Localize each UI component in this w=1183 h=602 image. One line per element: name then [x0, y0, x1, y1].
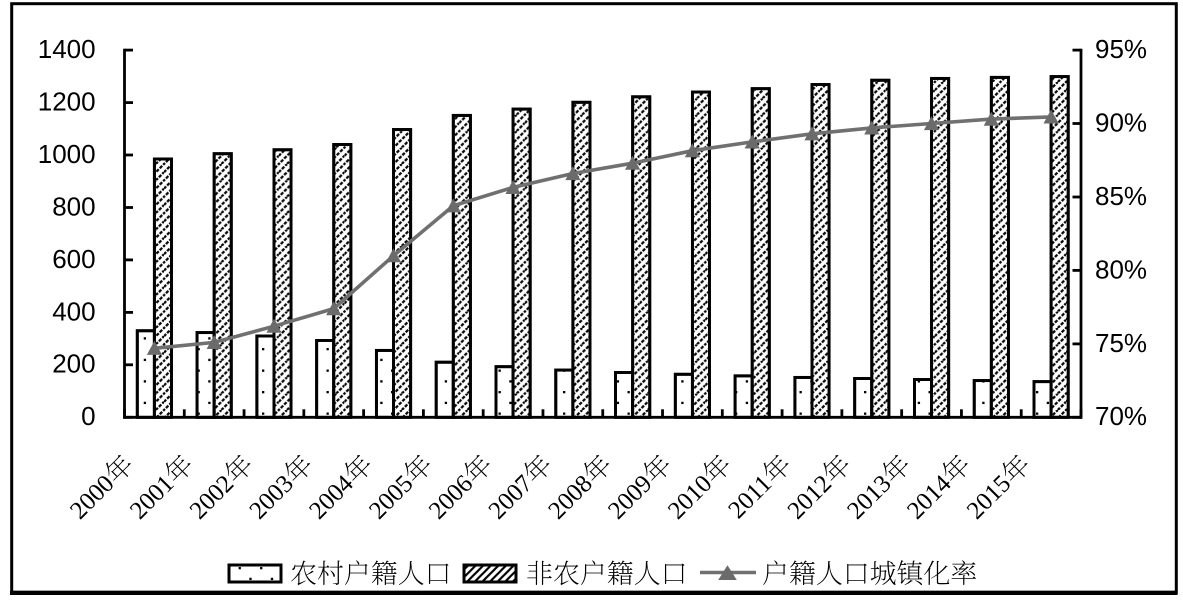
svg-text:75%: 75%	[1095, 328, 1147, 358]
svg-text:90%: 90%	[1095, 107, 1147, 137]
svg-text:1400: 1400	[38, 34, 96, 64]
svg-text:80%: 80%	[1095, 254, 1147, 284]
svg-text:85%: 85%	[1095, 181, 1147, 211]
svg-text:70%: 70%	[1095, 401, 1147, 431]
svg-text:600: 600	[52, 244, 95, 274]
svg-text:0: 0	[81, 401, 95, 431]
svg-text:95%: 95%	[1095, 34, 1147, 64]
svg-text:800: 800	[52, 191, 95, 221]
svg-text:1200: 1200	[38, 87, 96, 117]
svg-text:1000: 1000	[38, 139, 96, 169]
svg-text:200: 200	[52, 349, 95, 379]
svg-text:400: 400	[52, 296, 95, 326]
